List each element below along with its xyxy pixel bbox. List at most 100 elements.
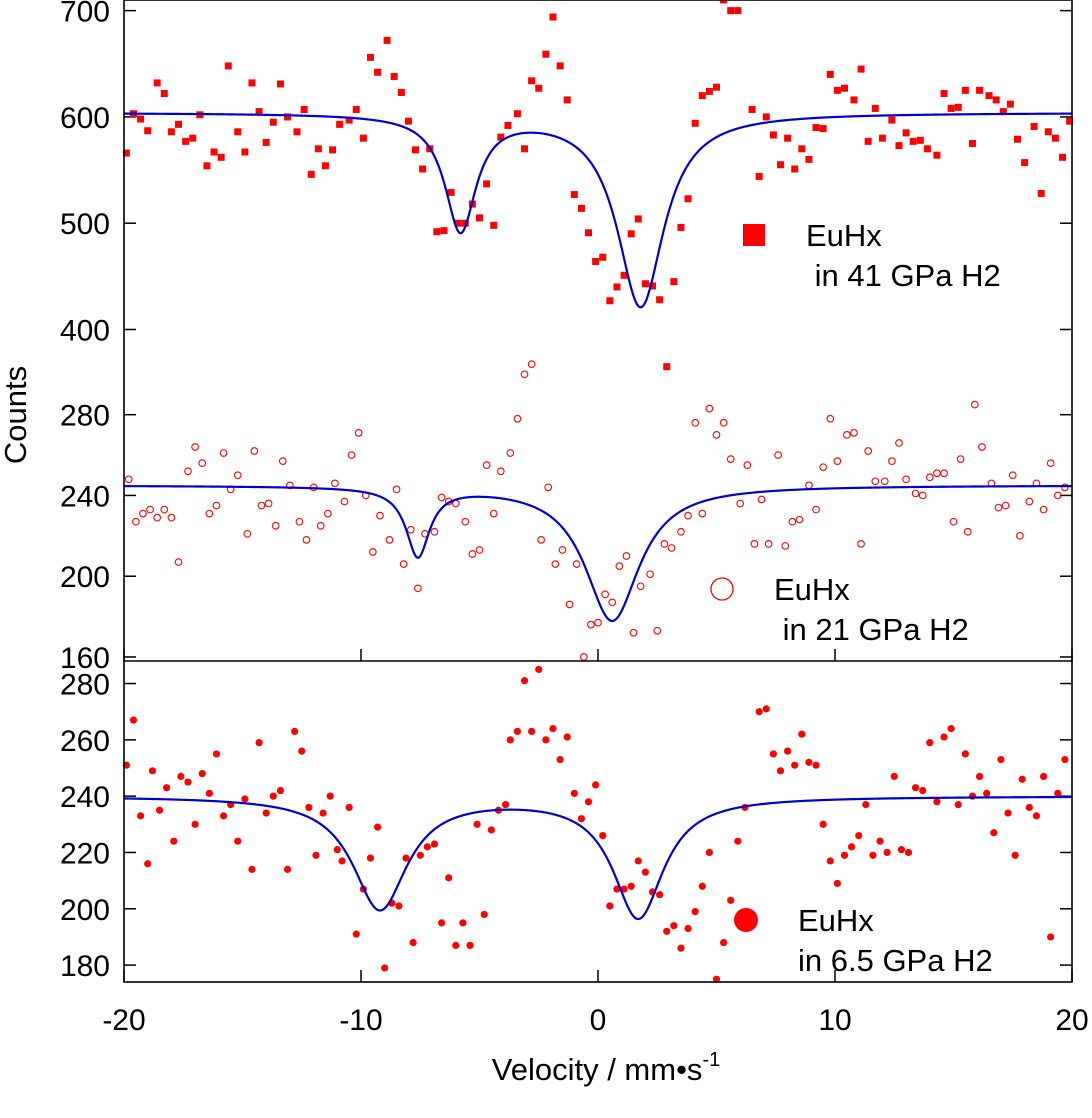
data-point [1030,122,1038,130]
data-point [144,127,152,135]
data-point [599,253,607,261]
data-point [198,459,207,467]
data-point [1046,459,1055,467]
data-point [1039,772,1048,781]
data-point [489,509,498,518]
data-point [445,874,453,882]
data-point [345,116,353,124]
data-point [670,278,678,286]
legend-label: EuHx [806,218,882,253]
data-point [381,964,389,972]
data-point [871,104,879,112]
data-point [918,491,927,500]
data-point [812,505,820,514]
data-point [483,180,491,188]
data-point [570,191,578,199]
data-point [132,517,140,526]
data-point [175,120,183,128]
data-point [170,837,178,845]
data-point [748,105,756,113]
data-point [395,902,403,910]
data-point [615,562,624,570]
data-point [565,600,574,609]
data-point [978,443,986,451]
data-point [513,414,522,423]
data-point [999,108,1007,116]
data-point [556,755,564,764]
data-point [373,823,382,831]
data-point [1025,497,1034,506]
data-point [397,88,405,96]
data-point [345,803,353,812]
data-point [506,736,514,744]
data-point [191,443,199,451]
data-point [842,431,851,439]
data-point [871,477,880,486]
data-point [983,789,991,797]
data-point [549,724,557,733]
data-point [423,843,431,851]
data-point [585,229,593,237]
data-point [826,414,835,423]
data-point [182,137,190,145]
panel-3: 180 200 220 240 260 280 EuHx in 6.5 GPa H2 [60,665,1073,983]
data-point [490,221,498,229]
data-point [902,475,910,484]
data-point [840,851,849,859]
data-point [354,429,363,437]
data-point [736,499,745,508]
data-point [203,162,211,170]
data-point [323,509,332,518]
data-point [551,560,560,568]
data-point [307,170,315,178]
data-point [319,809,327,817]
data-point [727,7,735,15]
data-point [660,540,669,548]
data-point [646,570,654,579]
data-point [743,461,752,470]
data-point [347,451,356,459]
data-point [909,137,917,145]
data-point [124,475,133,484]
data-point [949,517,958,526]
data-point [847,843,856,851]
data-point [923,145,931,153]
y-tick-label: 400 [60,314,110,347]
data-point [712,975,721,983]
data-point [520,677,529,685]
data-point [535,84,543,92]
data-point [366,854,375,862]
data-point [184,467,192,476]
data-point [940,733,948,741]
y-tick-label: 260 [60,725,110,758]
data-point [691,908,699,916]
data-point [634,857,642,865]
data-point [1044,128,1052,136]
data-point [406,525,415,534]
data-point [677,527,685,536]
data-point [622,552,631,560]
y-tick-label: 240 [60,781,110,814]
data-point [812,761,820,769]
x-tick-label: 10 [818,1004,851,1037]
data-point [1025,803,1033,812]
data-point [233,471,242,480]
legend-marker [743,224,765,246]
data-point [570,789,578,797]
data-point [174,558,183,566]
data-point [805,155,813,163]
data-point [241,795,249,803]
data-point [137,115,145,123]
data-point [1006,100,1014,108]
y-tick-label: 160 [60,642,110,675]
data-point [390,73,398,81]
data-point [262,138,270,146]
data-point [433,228,441,236]
data-point [968,139,976,147]
x-axis-title-text: Velocity / mm•s [492,1052,703,1087]
x-axis-title: Velocity / mm•s-1 [492,1049,720,1087]
data-point [1001,501,1010,510]
data-point [212,750,221,758]
y-tick-label: 600 [60,102,110,135]
data-point [864,137,872,145]
